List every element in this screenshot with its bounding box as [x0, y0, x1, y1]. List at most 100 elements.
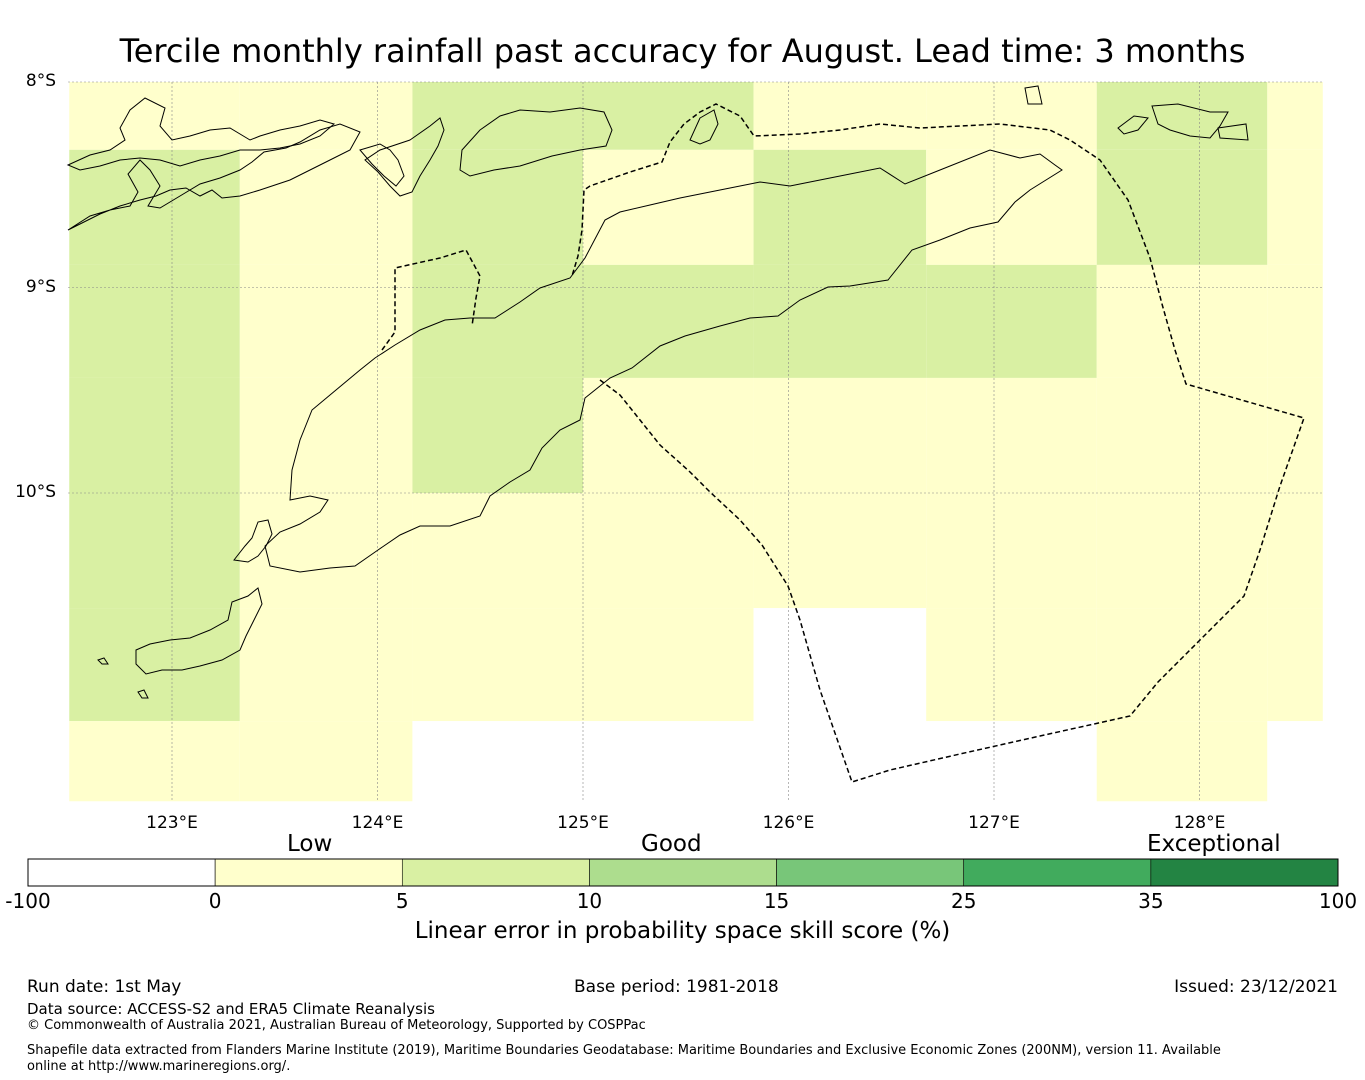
- run-date: Run date: 1st May: [27, 977, 182, 997]
- grid-cell: [1096, 149, 1268, 265]
- grid-cell: [1267, 82, 1323, 150]
- grid-cell: [1267, 377, 1323, 493]
- colorbar-tick-label: -100: [5, 889, 51, 913]
- small-islet-5: [97, 657, 109, 665]
- grid-cell: [1096, 493, 1268, 609]
- small-islet-2: [1024, 85, 1043, 105]
- map-title: Tercile monthly rainfall past accuracy f…: [119, 32, 1246, 70]
- grid-cell: [583, 377, 754, 493]
- alor-coastline: [364, 117, 445, 197]
- grid-cell: [926, 493, 1097, 609]
- longitude-label: 127°E: [968, 813, 1020, 833]
- skill-score-map: [66, 81, 1324, 802]
- grid-cell: [239, 149, 413, 265]
- grid-cell: [583, 149, 754, 265]
- grid-cell: [1267, 721, 1323, 802]
- colorbar-tick-label: 10: [576, 889, 603, 913]
- rote-coastline: [233, 519, 273, 563]
- grid-cell: [69, 377, 240, 493]
- eez-boundary-timor-leste: [571, 103, 1305, 783]
- eez-boundary: [381, 103, 1305, 783]
- coastlines: [66, 85, 1249, 699]
- colorbar: [27, 858, 1339, 887]
- grid-cell: [1267, 149, 1323, 265]
- grid-cell: [926, 82, 1097, 150]
- colorbar-segment: [401, 858, 590, 887]
- grid-cell: [1267, 264, 1323, 378]
- grid-cell: [412, 493, 583, 609]
- grid-cell: [926, 377, 1097, 493]
- grid-cells: [69, 82, 1323, 802]
- colorbar-segment: [963, 858, 1152, 887]
- grid-cell: [583, 264, 754, 378]
- grid-cell: [1267, 493, 1323, 609]
- longitude-label: 124°E: [351, 813, 404, 833]
- grid-cell: [753, 608, 927, 722]
- latitude-label: 9°S: [25, 276, 56, 297]
- colorbar-label: Linear error in probability space skill …: [414, 918, 951, 944]
- grid-cell: [69, 82, 240, 150]
- damer-coastline: [1151, 103, 1229, 139]
- flores-north-coastline: [66, 97, 336, 171]
- wetar-coastline: [459, 107, 613, 177]
- grid-cell: [583, 493, 754, 609]
- colorbar-tick-label: 35: [1138, 889, 1164, 913]
- grid-cell: [239, 721, 413, 802]
- grid-cell: [412, 82, 583, 150]
- grid-cell: [412, 608, 583, 722]
- colorbar-tick-label: 5: [395, 889, 409, 913]
- grid-cell: [1096, 82, 1268, 150]
- colorbar-tick-label: 25: [950, 889, 977, 913]
- colorbar-segment: [1150, 858, 1339, 887]
- latitude-label: 8°S: [25, 71, 56, 91]
- grid-cell: [926, 264, 1097, 378]
- grid-cell: [239, 493, 413, 609]
- alor-west-coastline: [359, 143, 405, 187]
- colorbar-segment: [776, 858, 965, 887]
- colorbar-category-exceptional: Exceptional: [1147, 831, 1281, 857]
- grid-cell: [239, 82, 413, 150]
- small-islet-4: [137, 689, 149, 699]
- grid-cell: [1096, 377, 1268, 493]
- copyright: © Commonwealth of Australia 2021, Austra…: [27, 1018, 646, 1033]
- data-source: Data source: ACCESS-S2 and ERA5 Climate …: [27, 1000, 435, 1018]
- grid-cell: [69, 264, 240, 378]
- base-period: Base period: 1981-2018: [574, 977, 779, 997]
- colorbar-tick-label: 0: [208, 889, 222, 913]
- grid-cell: [412, 721, 583, 802]
- colorbar-segment: [589, 858, 777, 887]
- grid-cell: [926, 721, 1097, 802]
- grid-cell: [412, 377, 583, 493]
- grid-cell: [583, 721, 754, 802]
- grid-cell: [1096, 264, 1268, 378]
- colorbar-segment: [27, 858, 216, 887]
- small-islet-3: [1217, 123, 1249, 141]
- grid-cell: [926, 149, 1097, 265]
- grid-cell: [1267, 608, 1323, 722]
- grid-cell: [69, 493, 240, 609]
- grid-cell: [753, 149, 927, 265]
- grid-cell: [753, 82, 927, 150]
- small-islet-1: [689, 109, 719, 145]
- babar-coastline: [1117, 115, 1149, 135]
- shapefile-credit: Shapefile data extracted from Flanders M…: [27, 1043, 1221, 1074]
- grid-cell: [583, 82, 754, 150]
- grid-cell: [1096, 608, 1268, 722]
- colorbar-tick-label: 15: [763, 889, 790, 913]
- flores-east-coastline: [67, 123, 361, 231]
- grid-cell: [1096, 721, 1268, 802]
- longitude-label: 123°E: [146, 813, 198, 833]
- issued-date: Issued: 23/12/2021: [1174, 977, 1338, 997]
- timor-coastline: [264, 149, 1063, 573]
- colorbar-border: [27, 858, 1339, 887]
- grid-cell: [412, 149, 583, 265]
- colorbar-segment: [214, 858, 403, 887]
- grid-cell: [239, 608, 413, 722]
- eez-boundary-oecusse: [381, 249, 481, 351]
- grid-cell: [926, 608, 1097, 722]
- grid-cell: [753, 493, 927, 609]
- colorbar-tick-label: 100: [1318, 889, 1358, 913]
- grid-cell: [69, 721, 240, 802]
- latitude-label: 10°S: [15, 482, 56, 502]
- colorbar-category-good: Good: [641, 831, 702, 857]
